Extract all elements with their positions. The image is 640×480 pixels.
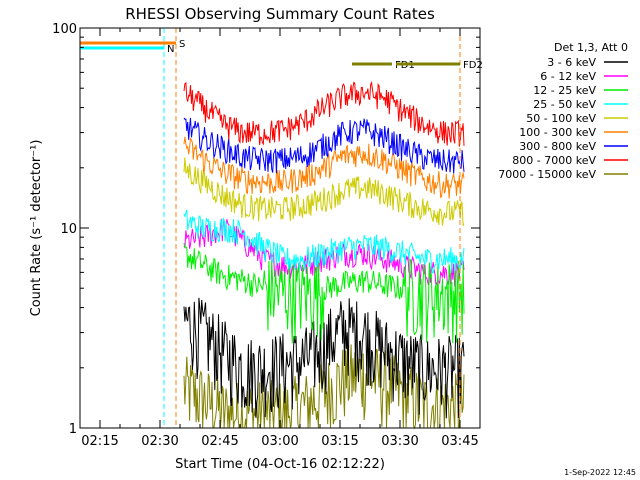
series-line — [183, 81, 465, 147]
chart-title: RHESSI Observing Summary Count Rates — [125, 5, 435, 23]
x-tick-label: 03:30 — [381, 434, 418, 449]
legend-label: 50 - 100 keV — [526, 112, 596, 125]
axis-layer: 02:15 02:30 02:45 03:00 03:15 03:30 03:45 1 10 10… — [52, 22, 481, 449]
y-tick-label: 1 — [69, 422, 77, 437]
legend-label: 12 - 25 keV — [533, 84, 596, 97]
x-tick-label: 03:15 — [321, 434, 358, 449]
footer-timestamp: 1-Sep-2022 12:45 — [564, 468, 636, 477]
legend-title: Det 1,3, Att 0 — [554, 41, 628, 54]
legend-label: 25 - 50 keV — [533, 98, 596, 111]
data-layer — [183, 81, 465, 430]
x-axis-label: Start Time (04-Oct-16 02:12:22) — [175, 457, 385, 472]
legend-label: 300 - 800 keV — [519, 140, 596, 153]
flag-label: N — [167, 44, 174, 55]
series-line — [183, 157, 465, 226]
legend-label: 7000 - 15000 keV — [498, 168, 596, 181]
series-line — [183, 136, 465, 199]
x-tick-label: 02:45 — [201, 434, 238, 449]
x-tick-label: 02:15 — [81, 434, 118, 449]
series-line — [183, 297, 465, 419]
legend-label: 100 - 300 keV — [519, 126, 596, 139]
legend-label: 6 - 12 keV — [540, 70, 596, 83]
y-tick-label: 100 — [52, 22, 77, 37]
y-axis-label: Count Rate (s⁻¹ detector⁻¹) — [29, 140, 44, 317]
flag-label: FD2 — [463, 60, 483, 71]
series-line — [183, 117, 465, 174]
legend-label: 3 - 6 keV — [547, 56, 596, 69]
y-tick-label: 10 — [60, 222, 77, 237]
x-tick-label: 03:45 — [441, 434, 478, 449]
series-line — [183, 218, 465, 288]
legend-label: 800 - 7000 keV — [512, 154, 596, 167]
series-line — [183, 242, 465, 344]
x-tick-label: 02:30 — [141, 434, 178, 449]
flag-label: S — [179, 39, 185, 50]
annotation-layer: SNFD1FD2 — [80, 28, 483, 428]
x-tick-label: 03:00 — [261, 434, 298, 449]
series-line — [183, 209, 465, 274]
